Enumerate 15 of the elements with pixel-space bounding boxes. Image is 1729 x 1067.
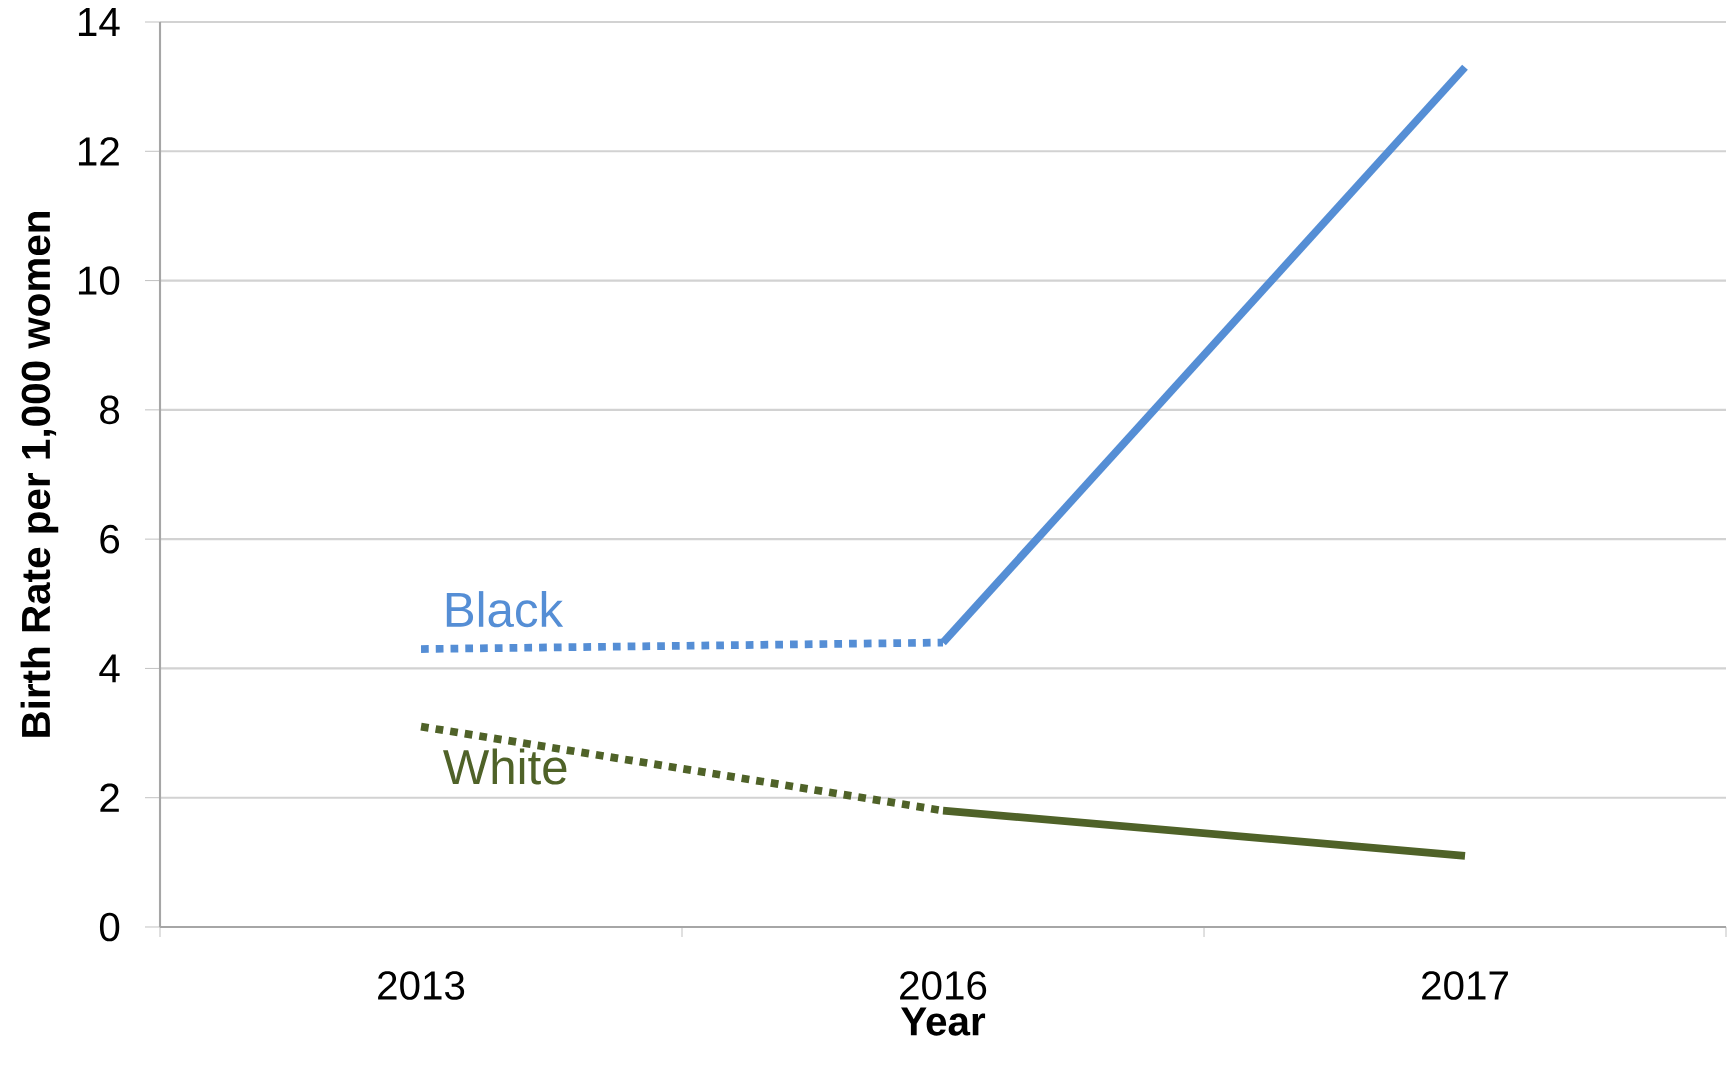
y-tick-label: 6 (100, 524, 120, 554)
y-tick-label: 12 (78, 137, 119, 166)
x-axis-title: Year (901, 1007, 986, 1036)
y-tick-label: 4 (99, 654, 120, 683)
y-axis-title: Birth Rate per 1,000 women (20, 212, 59, 737)
y-tick-label: 2 (100, 783, 119, 812)
series-label: Black (446, 591, 564, 628)
x-tick-label: 2017 (1422, 971, 1508, 1000)
x-tick-label: 2016 (900, 971, 987, 1000)
y-tick-label: 10 (78, 266, 120, 295)
y-tick-label: 8 (100, 395, 120, 425)
series-label: White (443, 748, 567, 785)
y-tick-label: 14 (78, 8, 120, 36)
y-tick-label: 0 (99, 912, 120, 942)
x-tick-label: 2013 (378, 971, 465, 1000)
